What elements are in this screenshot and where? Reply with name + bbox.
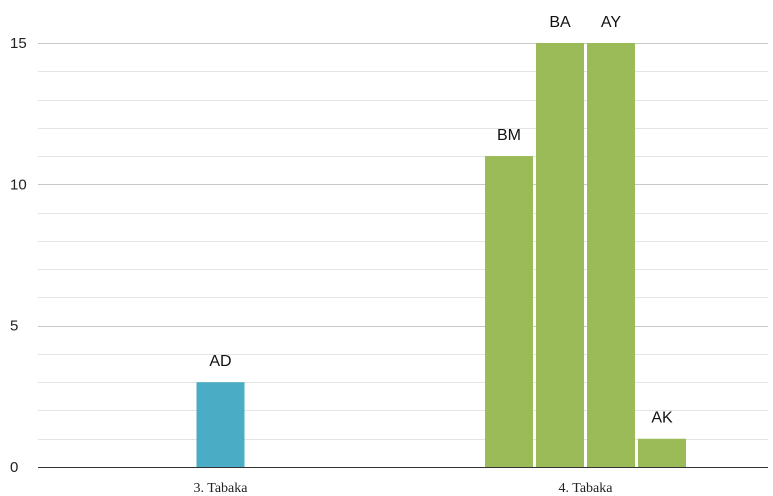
bar-data-label: AD (209, 353, 231, 370)
bar (196, 382, 245, 467)
bar-data-label: AK (651, 410, 673, 427)
x-tick-label: 3. Tabaka (194, 481, 249, 496)
y-tick-label: 5 (10, 318, 18, 335)
bar-data-label: BM (497, 127, 521, 144)
labels: AD BM BA AY AK (209, 14, 673, 427)
bar-data-label: AY (601, 14, 621, 31)
bars (196, 43, 686, 468)
x-tick-label: 4. Tabaka (559, 481, 614, 496)
y-tick-label: 10 (10, 176, 27, 193)
axes: 0 5 10 15 3. Tabaka 4. Tabaka (10, 35, 768, 496)
bar (485, 156, 533, 468)
bar-data-label: BA (549, 14, 571, 31)
y-tick-label: 0 (10, 459, 18, 476)
y-tick-label: 15 (10, 35, 27, 52)
bar (638, 438, 686, 467)
gridlines (38, 43, 768, 440)
bar (536, 43, 584, 467)
bar (587, 43, 635, 467)
